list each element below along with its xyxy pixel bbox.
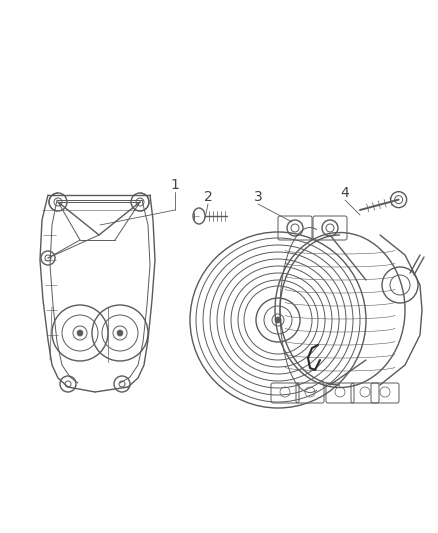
Text: 2: 2 (204, 190, 212, 204)
Text: 4: 4 (341, 186, 350, 200)
Text: 3: 3 (254, 190, 262, 204)
Circle shape (77, 330, 83, 336)
Circle shape (275, 317, 281, 323)
Text: 1: 1 (170, 178, 180, 192)
Circle shape (117, 330, 123, 336)
